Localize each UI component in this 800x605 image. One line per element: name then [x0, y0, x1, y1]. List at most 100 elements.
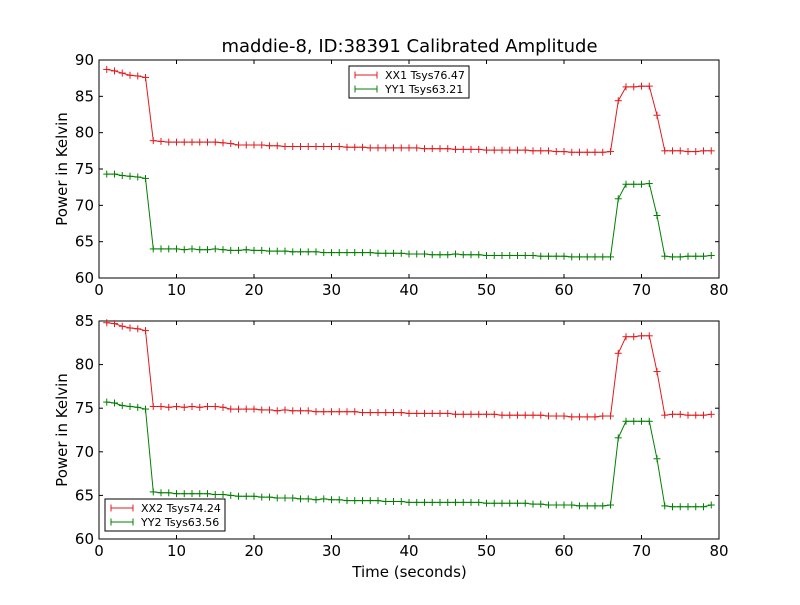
data-point — [149, 245, 157, 253]
y-tick-label: 75 — [75, 399, 94, 417]
data-point — [645, 82, 653, 90]
data-point — [103, 65, 111, 73]
data-point — [591, 413, 599, 421]
data-point — [436, 145, 444, 153]
data-point — [421, 409, 428, 417]
data-point — [483, 499, 490, 507]
data-point — [312, 496, 320, 504]
data-point — [630, 417, 638, 425]
data-point — [459, 410, 467, 418]
data-point — [599, 148, 607, 156]
data-point — [514, 251, 521, 259]
data-point — [545, 147, 552, 155]
y-tick-label: 85 — [75, 87, 94, 105]
data-point — [467, 410, 475, 418]
data-point — [134, 173, 142, 181]
data-point — [289, 407, 297, 415]
data-point — [622, 180, 630, 188]
data-point — [700, 252, 707, 260]
data-point — [118, 69, 126, 77]
data-point — [126, 71, 134, 79]
data-point — [490, 251, 498, 259]
data-point — [475, 251, 483, 259]
data-point — [397, 498, 405, 506]
data-point — [118, 402, 126, 410]
data-point — [506, 251, 514, 259]
data-point — [514, 411, 521, 419]
data-point — [645, 417, 653, 425]
data-point — [676, 147, 684, 155]
data-point — [568, 413, 576, 421]
data-point — [351, 408, 359, 416]
data-point — [599, 412, 607, 420]
data-point — [227, 491, 235, 499]
data-point — [436, 498, 444, 506]
data-point — [483, 251, 490, 259]
data-point — [537, 252, 545, 260]
data-point — [421, 498, 428, 506]
x-tick-label: 10 — [167, 542, 186, 560]
data-point — [669, 147, 676, 155]
data-point — [413, 409, 421, 417]
data-point — [459, 251, 467, 259]
data-point — [366, 249, 374, 257]
data-point — [180, 403, 188, 411]
data-point — [514, 146, 521, 154]
data-point — [576, 413, 583, 421]
y-axis-label: Power in Kelvin — [53, 112, 71, 226]
data-point — [653, 111, 661, 119]
data-point — [684, 411, 692, 419]
data-point — [475, 410, 483, 418]
data-point — [227, 140, 235, 148]
data-point — [638, 332, 645, 340]
y-tick-label: 80 — [75, 356, 94, 374]
data-point — [289, 248, 297, 256]
top-panel: 0 10 20 30 40 50 60 70 80 60 65 70 75 80 85 90 Power in … — [53, 51, 729, 299]
data-point — [552, 412, 560, 420]
data-point — [591, 253, 599, 261]
data-point — [359, 409, 366, 417]
data-point — [607, 501, 614, 509]
data-point — [467, 498, 475, 506]
data-point — [304, 495, 312, 503]
series-1 — [103, 398, 715, 511]
data-point — [498, 411, 506, 419]
data-point — [475, 145, 483, 153]
data-point — [157, 245, 165, 253]
data-point — [111, 320, 118, 328]
data-point — [266, 406, 273, 414]
data-point — [351, 497, 359, 505]
data-point — [568, 501, 576, 509]
data-point — [521, 251, 529, 259]
data-point — [707, 410, 715, 418]
data-point — [467, 145, 475, 153]
data-point — [521, 146, 529, 154]
data-point — [366, 497, 374, 505]
data-point — [583, 413, 591, 421]
data-point — [188, 402, 196, 410]
data-point — [273, 142, 281, 150]
data-point — [568, 148, 576, 156]
y-tick-label: 75 — [75, 160, 94, 178]
data-point — [653, 212, 661, 220]
data-point — [498, 251, 506, 259]
data-point — [242, 141, 250, 149]
data-point — [328, 249, 335, 257]
data-point — [320, 249, 328, 257]
data-point — [142, 174, 149, 182]
x-tick-label: 60 — [554, 281, 573, 299]
data-point — [452, 250, 459, 258]
data-point — [351, 249, 359, 257]
data-point — [428, 409, 436, 417]
data-point — [196, 246, 204, 254]
data-point — [173, 245, 180, 253]
data-point — [614, 97, 622, 105]
data-point — [692, 252, 700, 260]
data-point — [351, 143, 359, 151]
data-point — [188, 490, 196, 498]
data-point — [258, 246, 266, 254]
y-tick-label: 60 — [75, 269, 94, 287]
data-point — [669, 410, 676, 418]
data-point — [545, 412, 552, 420]
data-point — [591, 502, 599, 510]
